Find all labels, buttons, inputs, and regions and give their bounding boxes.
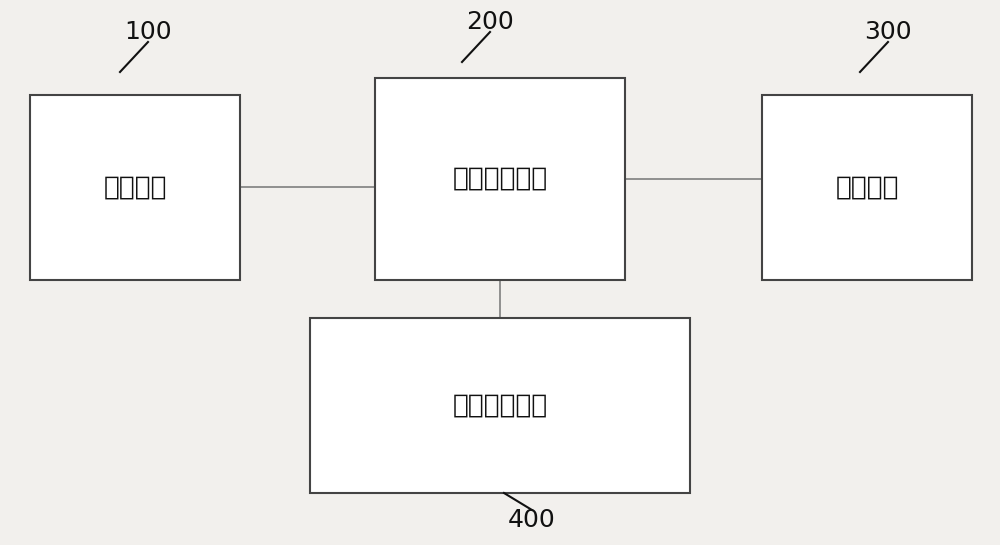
Bar (375, 78, 625, 280)
Text: 400: 400 (508, 508, 556, 532)
Text: 100: 100 (124, 20, 172, 44)
Bar (310, 318, 690, 493)
Text: 200: 200 (466, 10, 514, 34)
Text: 300: 300 (864, 20, 912, 44)
Text: 带隙基准电路: 带隙基准电路 (452, 392, 548, 419)
Text: 输出模块: 输出模块 (835, 174, 899, 201)
Bar (762, 95, 972, 280)
Bar (30, 95, 240, 280)
Text: 误差放大模块: 误差放大模块 (452, 166, 548, 192)
Text: 偏置模块: 偏置模块 (103, 174, 167, 201)
